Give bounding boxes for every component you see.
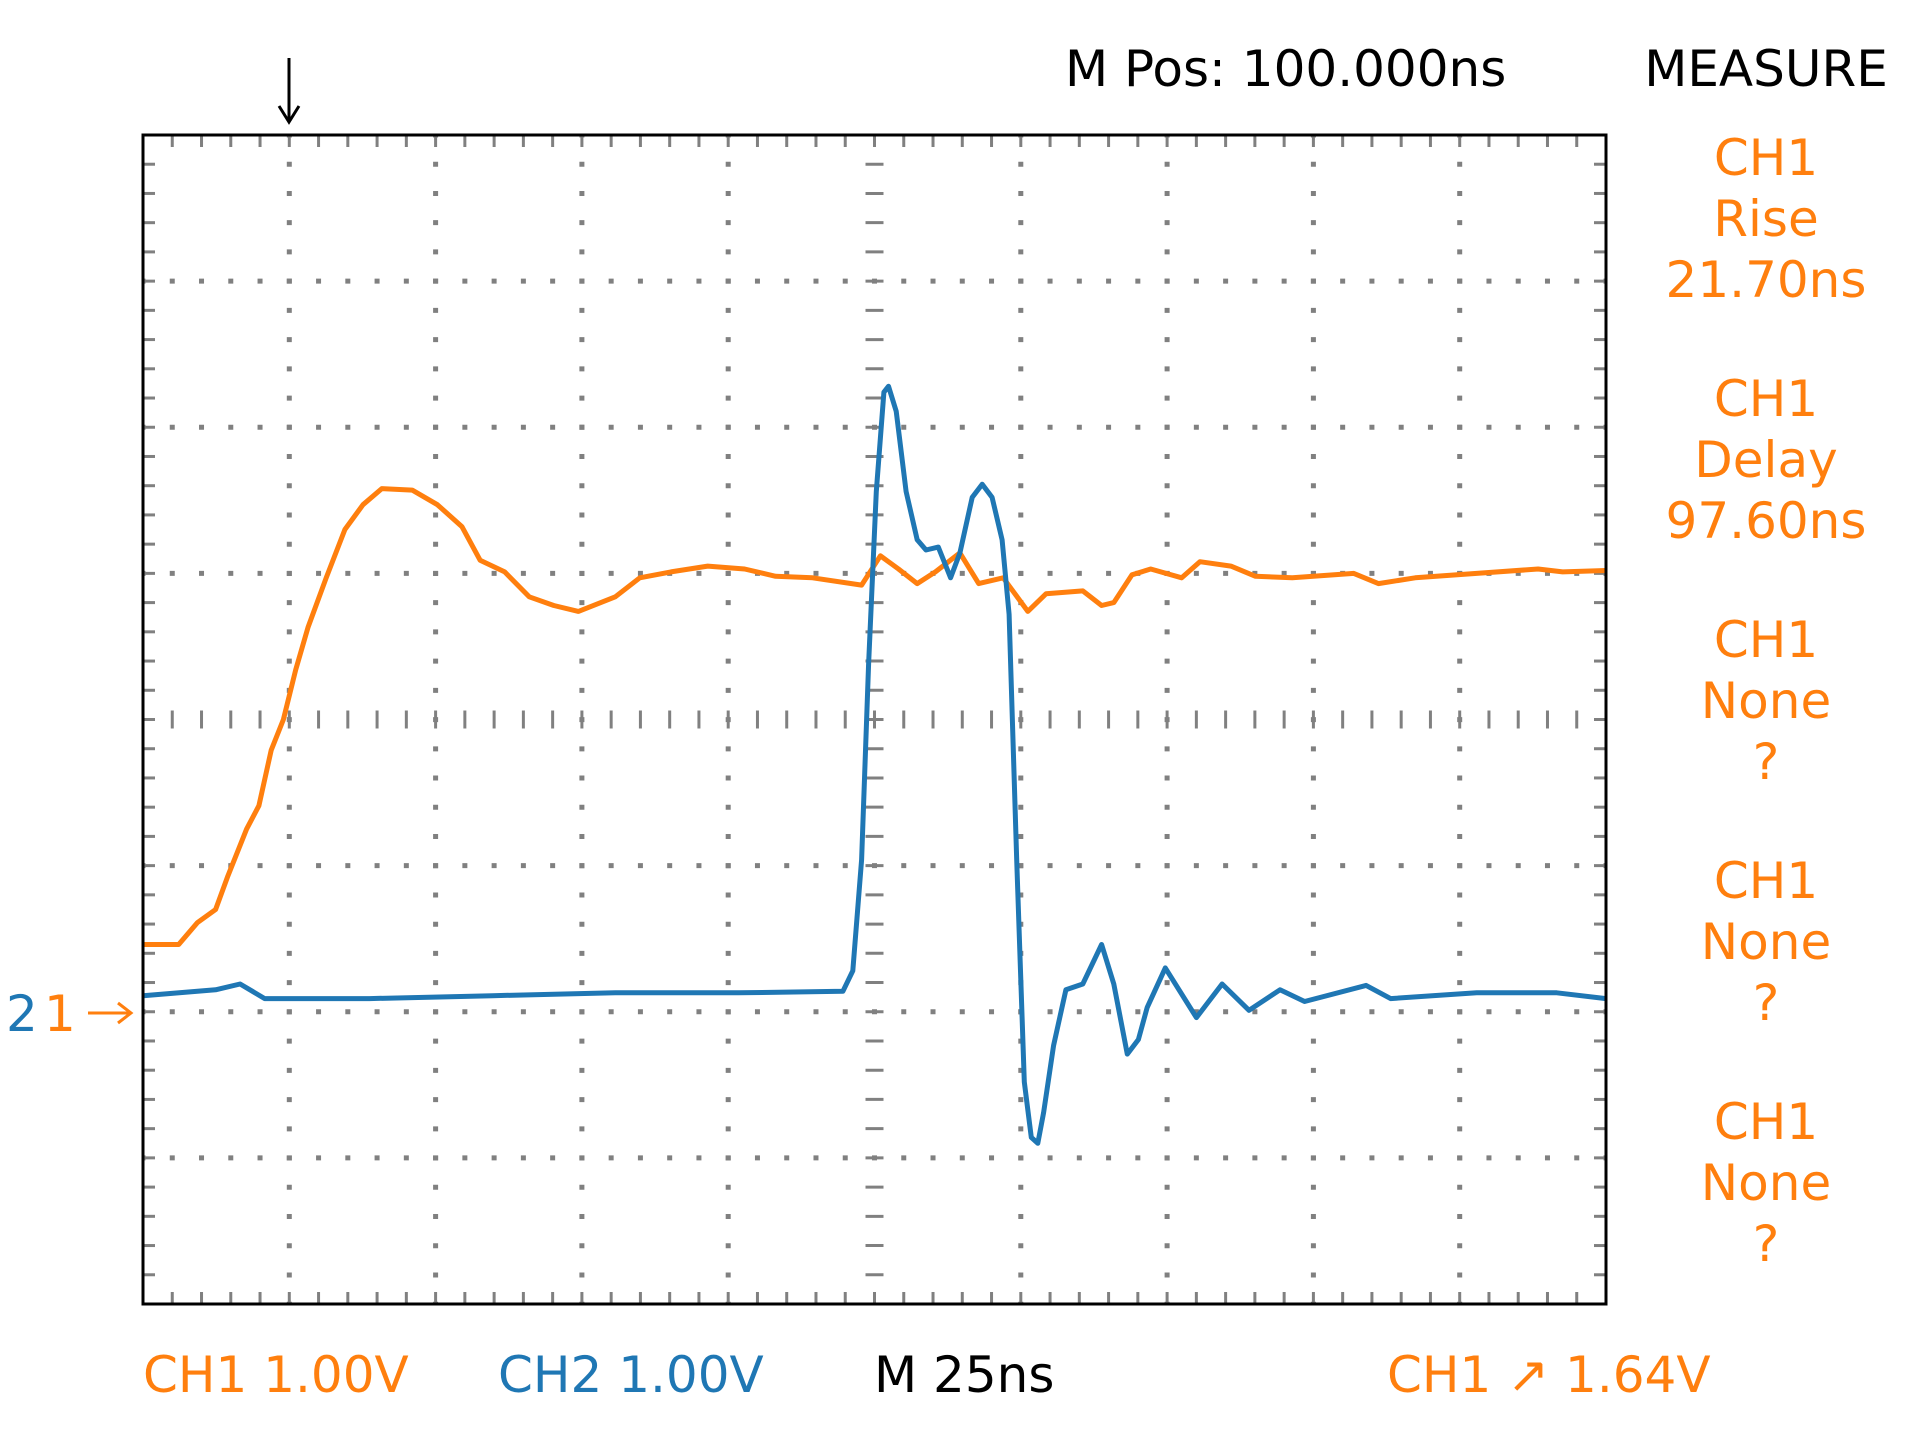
ch2-scale: CH2 1.00V bbox=[498, 1346, 764, 1404]
measurement-source: CH1 bbox=[1714, 611, 1818, 669]
ch1-scale: CH1 1.00V bbox=[143, 1346, 409, 1404]
ch2-ground-marker: 2 bbox=[6, 985, 38, 1043]
measurement-type: Delay bbox=[1694, 431, 1837, 489]
measurement-type: None bbox=[1701, 672, 1831, 730]
measurement-type: Rise bbox=[1713, 190, 1818, 248]
measure-title: MEASURE bbox=[1644, 40, 1888, 98]
ch1-ground-marker: 1 bbox=[44, 985, 76, 1043]
measurement-type: None bbox=[1701, 1154, 1831, 1212]
measurement-source: CH1 bbox=[1714, 370, 1818, 428]
graticule bbox=[143, 135, 1606, 1304]
measurement-value: ? bbox=[1753, 733, 1780, 791]
trigger-position-marker bbox=[277, 58, 301, 125]
measurement-type: None bbox=[1701, 913, 1831, 971]
measurement-source: CH1 bbox=[1714, 852, 1818, 910]
traces bbox=[142, 383, 1607, 1146]
measurement-source: CH1 bbox=[1714, 1093, 1818, 1151]
measurement-value: ? bbox=[1753, 1215, 1780, 1273]
trigger-level: CH1 ↗ 1.64V bbox=[1387, 1346, 1711, 1404]
horizontal-position-readout: M Pos: 100.000ns bbox=[1065, 40, 1506, 98]
measurements-panel: CH1Rise21.70nsCH1Delay97.60nsCH1None?CH1… bbox=[1666, 129, 1867, 1273]
timebase: M 25ns bbox=[874, 1346, 1054, 1404]
measurement-value: ? bbox=[1753, 974, 1780, 1032]
measurement-source: CH1 bbox=[1714, 129, 1818, 187]
ch1-trace bbox=[143, 486, 1607, 947]
ch2-trace bbox=[142, 383, 1607, 1146]
ground-arrow-icon bbox=[88, 1001, 134, 1025]
plot-border bbox=[141, 133, 1608, 1306]
measurement-value: 97.60ns bbox=[1666, 492, 1867, 550]
measurement-value: 21.70ns bbox=[1666, 251, 1867, 309]
